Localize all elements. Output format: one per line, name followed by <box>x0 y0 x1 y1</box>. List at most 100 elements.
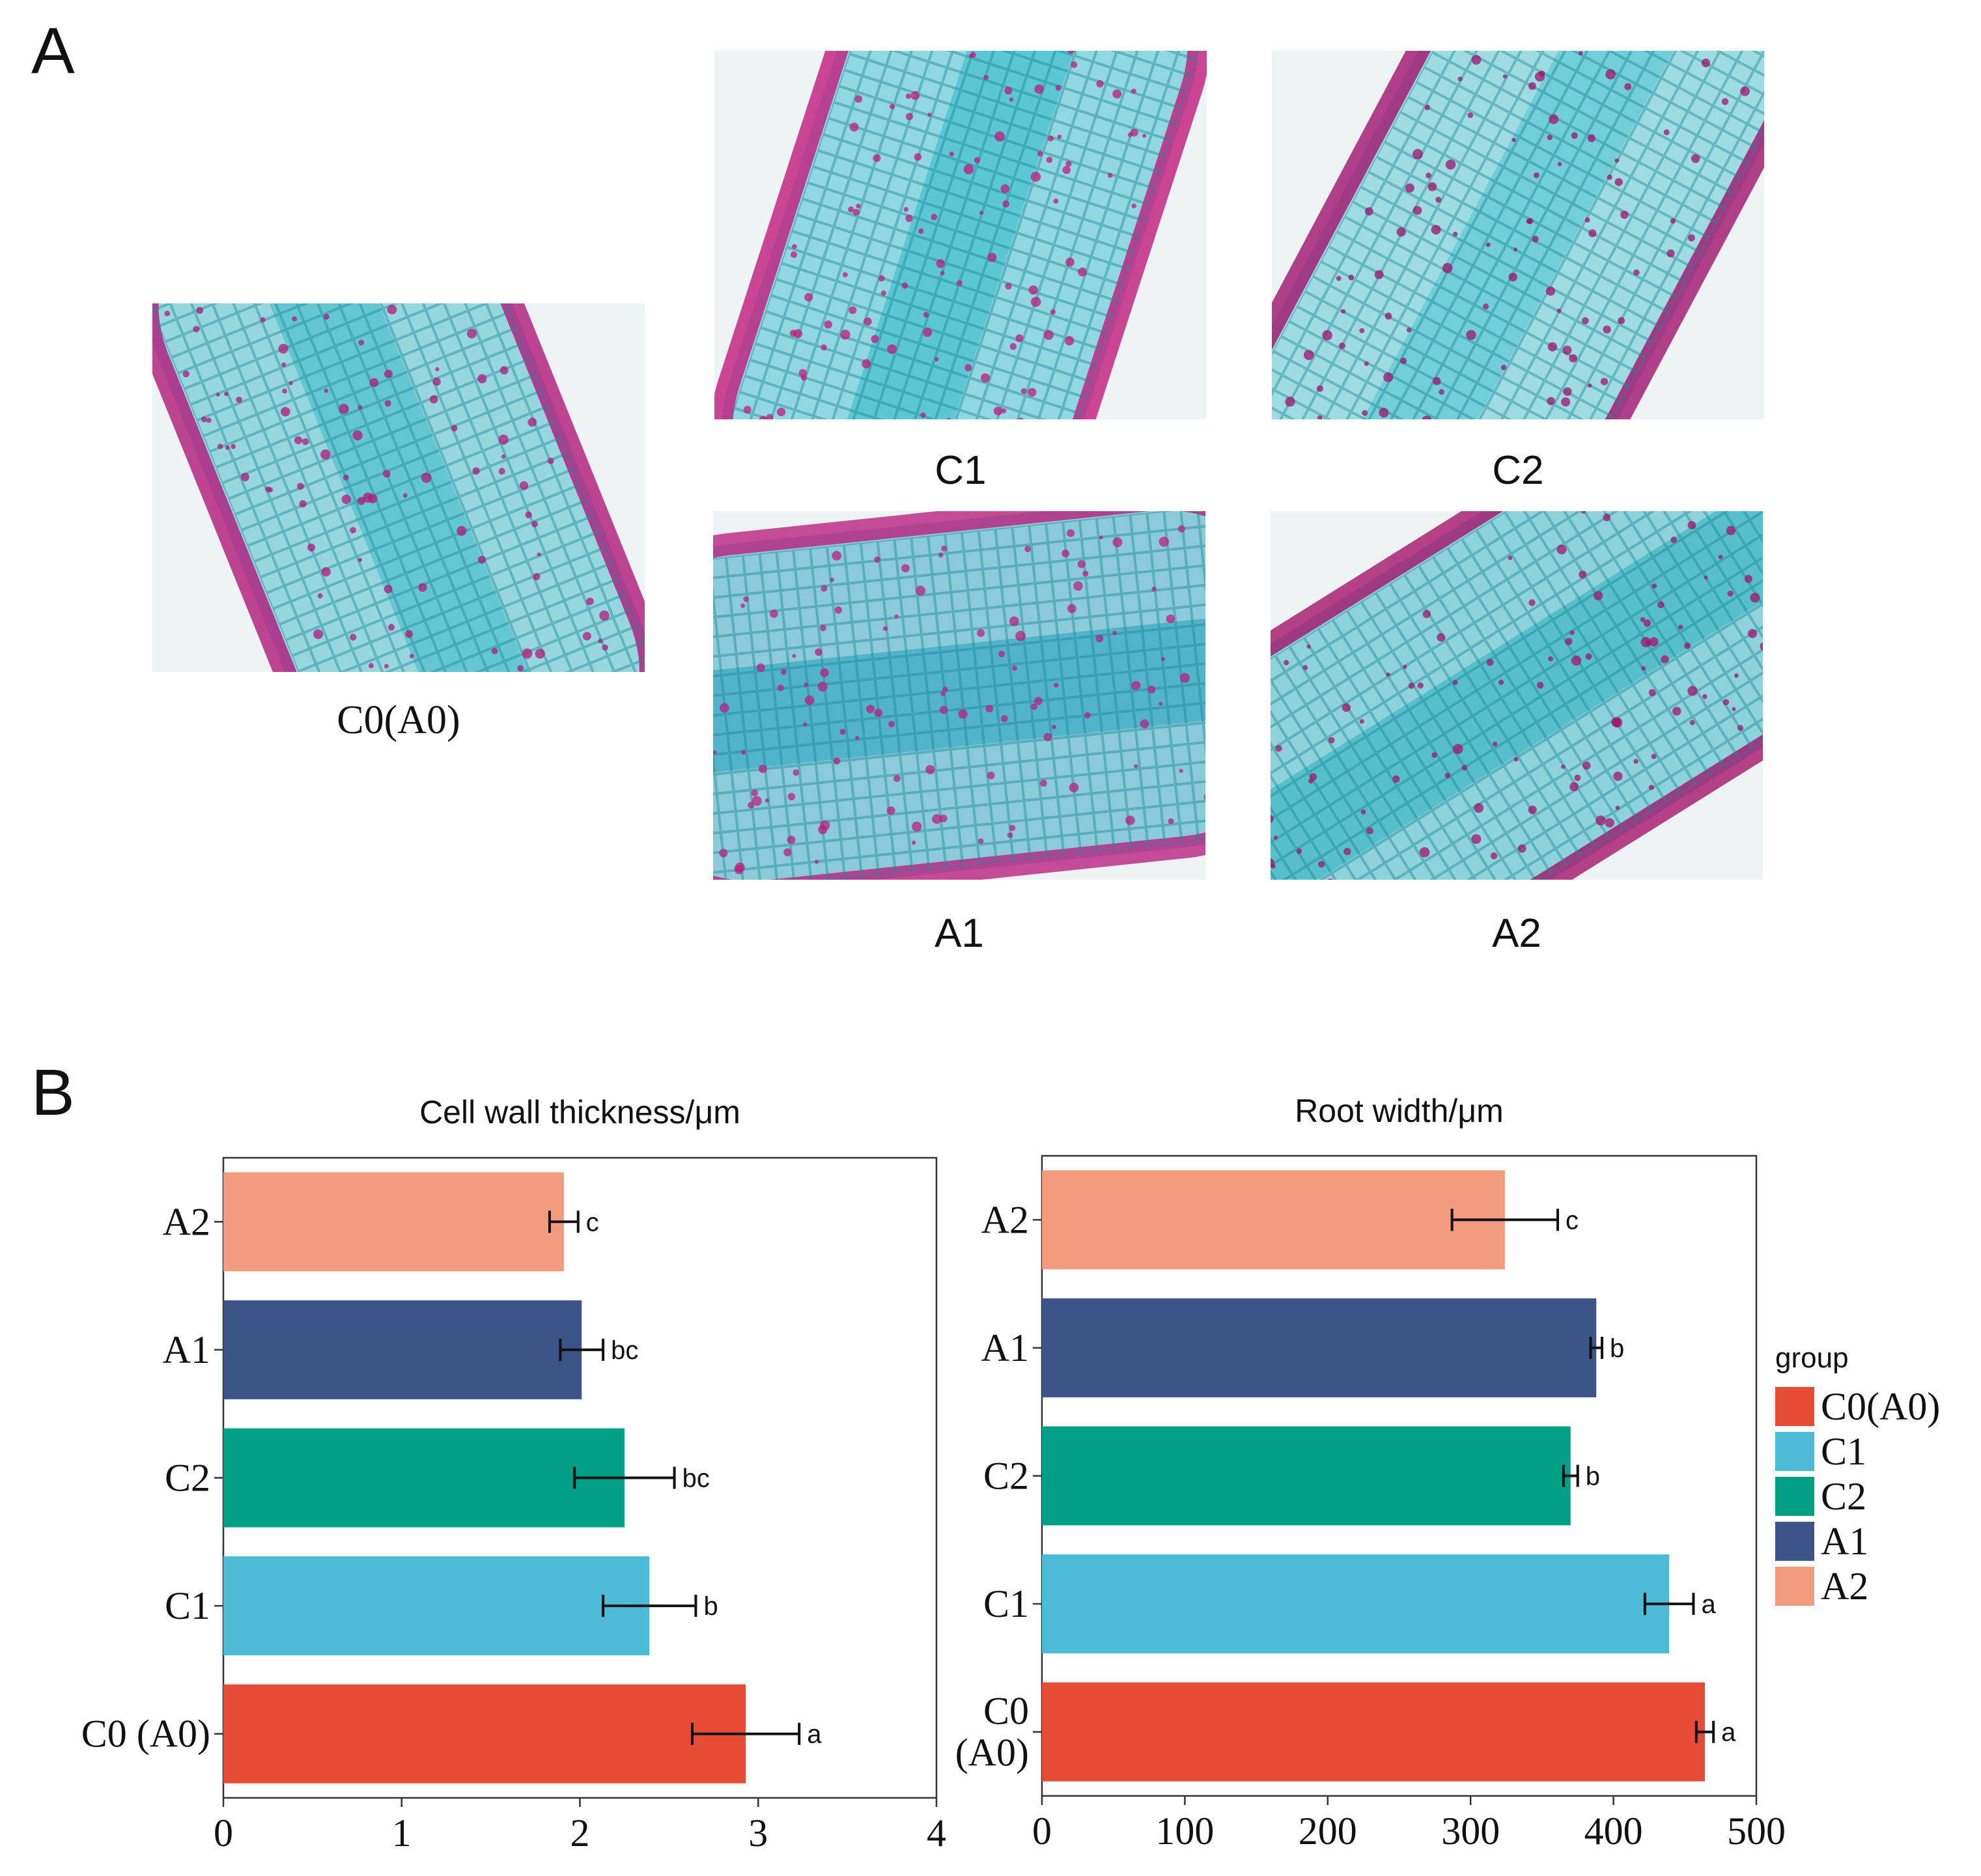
cell <box>376 596 400 620</box>
nucleus <box>849 306 857 315</box>
cell <box>967 746 987 767</box>
nucleus <box>1528 599 1536 606</box>
cell <box>1512 866 1538 880</box>
cell <box>1476 681 1502 707</box>
cell <box>1620 348 1646 372</box>
cell <box>776 387 800 410</box>
cell <box>1617 778 1642 804</box>
cell <box>1271 858 1293 880</box>
cell <box>1577 619 1602 645</box>
cell <box>376 651 402 672</box>
cell <box>272 547 296 570</box>
cell <box>797 587 817 608</box>
cell <box>285 632 310 656</box>
cell <box>1499 51 1525 59</box>
cell <box>432 318 457 341</box>
cell <box>847 357 872 380</box>
cell <box>960 74 985 96</box>
nucleus <box>905 113 913 120</box>
nucleus <box>265 486 271 492</box>
cell <box>1672 126 1697 151</box>
cell <box>1352 186 1378 211</box>
nucleus <box>814 860 819 864</box>
cell <box>1103 574 1122 596</box>
cell <box>1002 389 1026 412</box>
nucleus <box>1419 847 1430 858</box>
cell <box>1579 525 1604 552</box>
nucleus <box>1151 587 1157 592</box>
cell <box>892 158 916 181</box>
cell <box>392 480 417 503</box>
cell <box>787 647 806 669</box>
cell <box>1133 708 1153 730</box>
cell <box>1430 247 1456 272</box>
cell <box>1344 201 1370 226</box>
cell <box>1491 672 1516 699</box>
cell <box>864 580 884 602</box>
nucleus <box>1112 89 1122 99</box>
cell <box>1368 156 1394 181</box>
cell <box>1553 140 1579 165</box>
cell <box>1340 333 1366 358</box>
cell <box>891 832 910 854</box>
cell <box>354 385 379 410</box>
cell <box>769 805 789 828</box>
cell <box>492 311 518 335</box>
cell <box>1084 557 1103 578</box>
nucleus <box>1159 701 1163 706</box>
cell <box>1423 692 1448 718</box>
y-tick-label-line: A2 <box>981 1198 1029 1241</box>
cell <box>1599 221 1624 246</box>
cell <box>518 428 544 453</box>
cell <box>1465 266 1491 290</box>
nucleus <box>1028 285 1038 295</box>
nucleus <box>1605 69 1616 79</box>
cell <box>1535 92 1561 117</box>
cell <box>565 647 590 671</box>
cell <box>207 335 232 359</box>
cell <box>1598 813 1623 839</box>
cell <box>1050 174 1075 197</box>
cell <box>1715 169 1741 193</box>
cell <box>423 558 449 582</box>
cell <box>1431 641 1456 667</box>
nucleus <box>1633 759 1638 764</box>
cell <box>1665 180 1691 205</box>
cell <box>1370 863 1396 880</box>
cell <box>1398 307 1424 331</box>
cell <box>1413 836 1439 862</box>
cell <box>1184 703 1203 725</box>
cell <box>851 777 871 799</box>
nucleus <box>1684 642 1691 649</box>
cell <box>959 825 978 847</box>
cell <box>1119 572 1138 595</box>
bar <box>1042 1170 1505 1270</box>
cell <box>1339 294 1364 319</box>
cell <box>1078 343 1103 366</box>
nucleus <box>1341 309 1346 314</box>
nucleus <box>501 455 506 459</box>
cell <box>1659 590 1685 616</box>
nucleus <box>1508 555 1513 561</box>
cell <box>1756 714 1763 740</box>
cell <box>324 416 349 440</box>
cell <box>1465 758 1490 784</box>
cell <box>314 548 339 572</box>
cell <box>1152 726 1172 748</box>
nucleus <box>1439 389 1444 395</box>
nucleus <box>854 95 863 103</box>
root-epidermis <box>1272 51 1764 419</box>
cell <box>1101 208 1126 231</box>
cell <box>834 210 858 233</box>
cell <box>298 353 324 377</box>
nucleus <box>923 312 929 318</box>
cell <box>934 154 959 176</box>
cell <box>998 210 1022 233</box>
nucleus <box>1483 303 1489 310</box>
cell <box>815 761 835 783</box>
cell <box>1549 797 1574 823</box>
cell <box>1140 609 1160 632</box>
cell <box>1314 805 1340 832</box>
cell <box>1470 173 1496 197</box>
cell <box>1319 780 1344 806</box>
